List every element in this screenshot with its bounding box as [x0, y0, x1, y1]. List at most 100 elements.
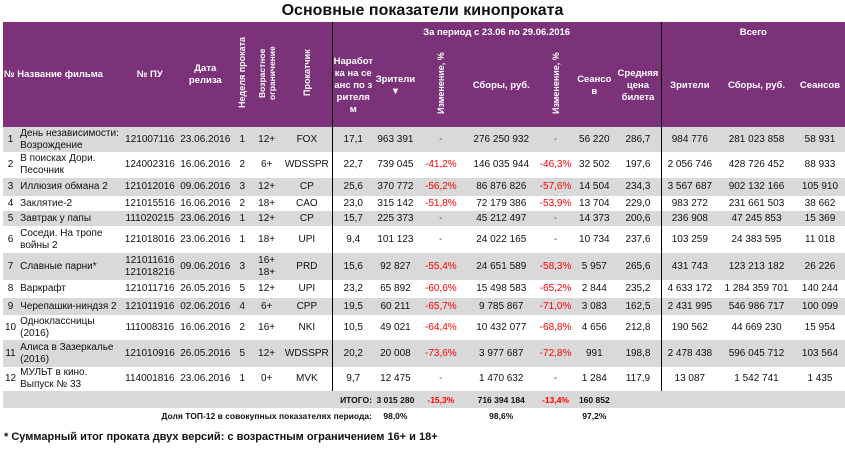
- cell-per: 19,5: [331, 298, 374, 315]
- col-total-gross: Сборы, руб.: [718, 44, 795, 127]
- cell-age: 6+: [251, 298, 283, 315]
- cell-dist: NKI: [298, 321, 316, 333]
- cell-price: 265,6: [615, 253, 662, 280]
- cell-viewers: 65 892: [380, 283, 411, 294]
- cell-num: 1: [3, 127, 19, 152]
- cell-pu: 111008316: [125, 321, 175, 333]
- cell-ch2: -68,8%: [539, 321, 572, 333]
- cell-price: 235,2: [625, 283, 651, 294]
- cell-gross: 9 785 867: [464, 298, 538, 315]
- cell-pu: 114001816: [125, 373, 175, 384]
- cell-sessions: 2 844: [581, 283, 607, 294]
- cell-week: 2: [239, 321, 246, 333]
- cell-ch2: -57,6%: [537, 178, 574, 196]
- cell-tg: 596 045 712: [718, 340, 795, 367]
- share-sessions: 97,2%: [582, 410, 607, 421]
- total-row: ИТОГО: 3 015 280 -15,3% 716 394 184 -13,4% 16…: [3, 391, 845, 408]
- cell-num: 12: [5, 373, 17, 384]
- cell-ch2: -71,0%: [537, 298, 574, 315]
- cell-ch2: -: [553, 233, 558, 245]
- cell-ts: 15 369: [794, 211, 845, 226]
- cell-name: Иллюзия обмана 2: [18, 178, 123, 196]
- cell-week: 1: [239, 233, 246, 245]
- col-week: Неделя проката: [237, 36, 248, 109]
- cell-pu: 121011616 121018216: [122, 253, 178, 280]
- cell-date: 23.06.2016: [177, 211, 234, 226]
- cell-pu: 121012016: [122, 178, 178, 196]
- cell-name: Славные парни*: [18, 253, 123, 280]
- col-per-viewer: Наработка на сеанс по зрителям: [331, 44, 374, 127]
- cell-viewers: 20 008: [373, 340, 417, 367]
- cell-ch1: -51,8%: [425, 197, 457, 209]
- cell-sessions: 14 373: [573, 211, 616, 226]
- cell-viewers: 60 211: [373, 298, 417, 315]
- cell-tv: 2 478 438: [660, 340, 719, 367]
- cell-pu: 121007116: [122, 127, 178, 152]
- cell-ch1: -: [416, 211, 465, 226]
- cell-viewers: 12 475: [380, 373, 411, 384]
- cell-viewers: 92 827: [373, 253, 417, 280]
- cell-tv: 984 776: [660, 127, 719, 152]
- cell-ch1: -64,4%: [425, 321, 457, 333]
- total-gross: 716 394 184: [464, 391, 538, 408]
- cell-tg: 123 213 182: [718, 253, 795, 280]
- table-row: 5 Завтрак у папы 111020215 23.06.2016 1 12+ CP…: [3, 211, 845, 226]
- cell-age: 18+: [258, 233, 276, 245]
- cell-viewers: 739 045: [377, 159, 414, 170]
- col-viewers-sort[interactable]: Зрители ▼: [373, 44, 417, 127]
- cell-tv: 983 272: [660, 196, 719, 211]
- cell-viewers: 963 391: [373, 127, 417, 152]
- cell-gross: 3 977 687: [464, 340, 538, 367]
- cell-dist: WDSSPR: [284, 159, 329, 170]
- period-header: За период с 23.06 по 29.06.2016: [331, 22, 662, 44]
- cell-num: 5: [3, 211, 19, 226]
- cell-name: Черепашки-ниндзя 2: [18, 298, 123, 315]
- cell-ch1: -: [439, 233, 443, 245]
- col-sessions: Сеансов: [573, 44, 616, 127]
- cell-per: 22,7: [331, 152, 374, 178]
- cell-ch2: -: [553, 373, 558, 384]
- cell-per: 15,7: [331, 211, 374, 226]
- cell-date: 26.05.2016: [177, 340, 234, 367]
- cell-pu: 121015516: [124, 197, 175, 209]
- cell-dist: UPI: [298, 233, 316, 245]
- cell-num: 10: [5, 321, 17, 333]
- cell-sessions: 56 220: [573, 127, 616, 152]
- cell-gross: 72 179 386: [476, 197, 527, 209]
- cell-tg: 281 023 858: [718, 127, 795, 152]
- cell-sessions: 32 502: [579, 159, 610, 170]
- cell-age: 16+: [258, 321, 276, 333]
- cell-pu: 121011716: [125, 283, 175, 294]
- cell-sessions: 991: [573, 340, 616, 367]
- cell-viewers: 101 123: [377, 233, 414, 245]
- cell-gross: 10 432 077: [476, 321, 527, 333]
- cell-per: 17,1: [331, 127, 374, 152]
- cell-dist: PRD: [282, 253, 333, 280]
- cell-pu: 111020215: [122, 211, 178, 226]
- cell-ch2: -: [537, 211, 574, 226]
- cell-gross: 45 212 497: [464, 211, 538, 226]
- cell-per: 9,4: [331, 226, 374, 253]
- cell-date: 02.06.2016: [177, 298, 234, 315]
- cell-price: 162,5: [615, 298, 662, 315]
- cell-price: 234,3: [615, 178, 662, 196]
- cell-tg: 1 284 359 701: [724, 283, 789, 294]
- cell-ch1: -55,4%: [416, 253, 465, 280]
- table-row: 10 Одноклассницы (2016) 111008316 16.06.201…: [3, 315, 845, 340]
- share-row: Доля ТОП-12 в совокупных показателях пер…: [3, 408, 845, 423]
- table-row: 2 В поисках Дори. Песочник 124002316 16.06.…: [3, 152, 845, 178]
- cell-pu: 124002316: [124, 159, 175, 170]
- cell-ch1: -: [416, 127, 465, 152]
- cell-date: 09.06.2016: [177, 253, 234, 280]
- cell-date: 23.06.2016: [180, 233, 231, 245]
- footnote: * Суммарный итог проката двух версий: с …: [4, 431, 438, 443]
- cell-ts: 1 435: [807, 373, 833, 384]
- cell-tv: 236 908: [660, 211, 719, 226]
- cell-sessions: 3 083: [573, 298, 616, 315]
- cell-num: 11: [3, 340, 19, 367]
- cell-age: 16+ 18+: [251, 253, 283, 280]
- cell-name: МУЛЬТ в кино. Выпуск № 33: [20, 367, 88, 390]
- table-row: 3 Иллюзия обмана 2 121012016 09.06.2016 3 12+…: [3, 178, 845, 196]
- cell-ts: 100 099: [794, 298, 845, 315]
- cell-week: 4: [233, 298, 252, 315]
